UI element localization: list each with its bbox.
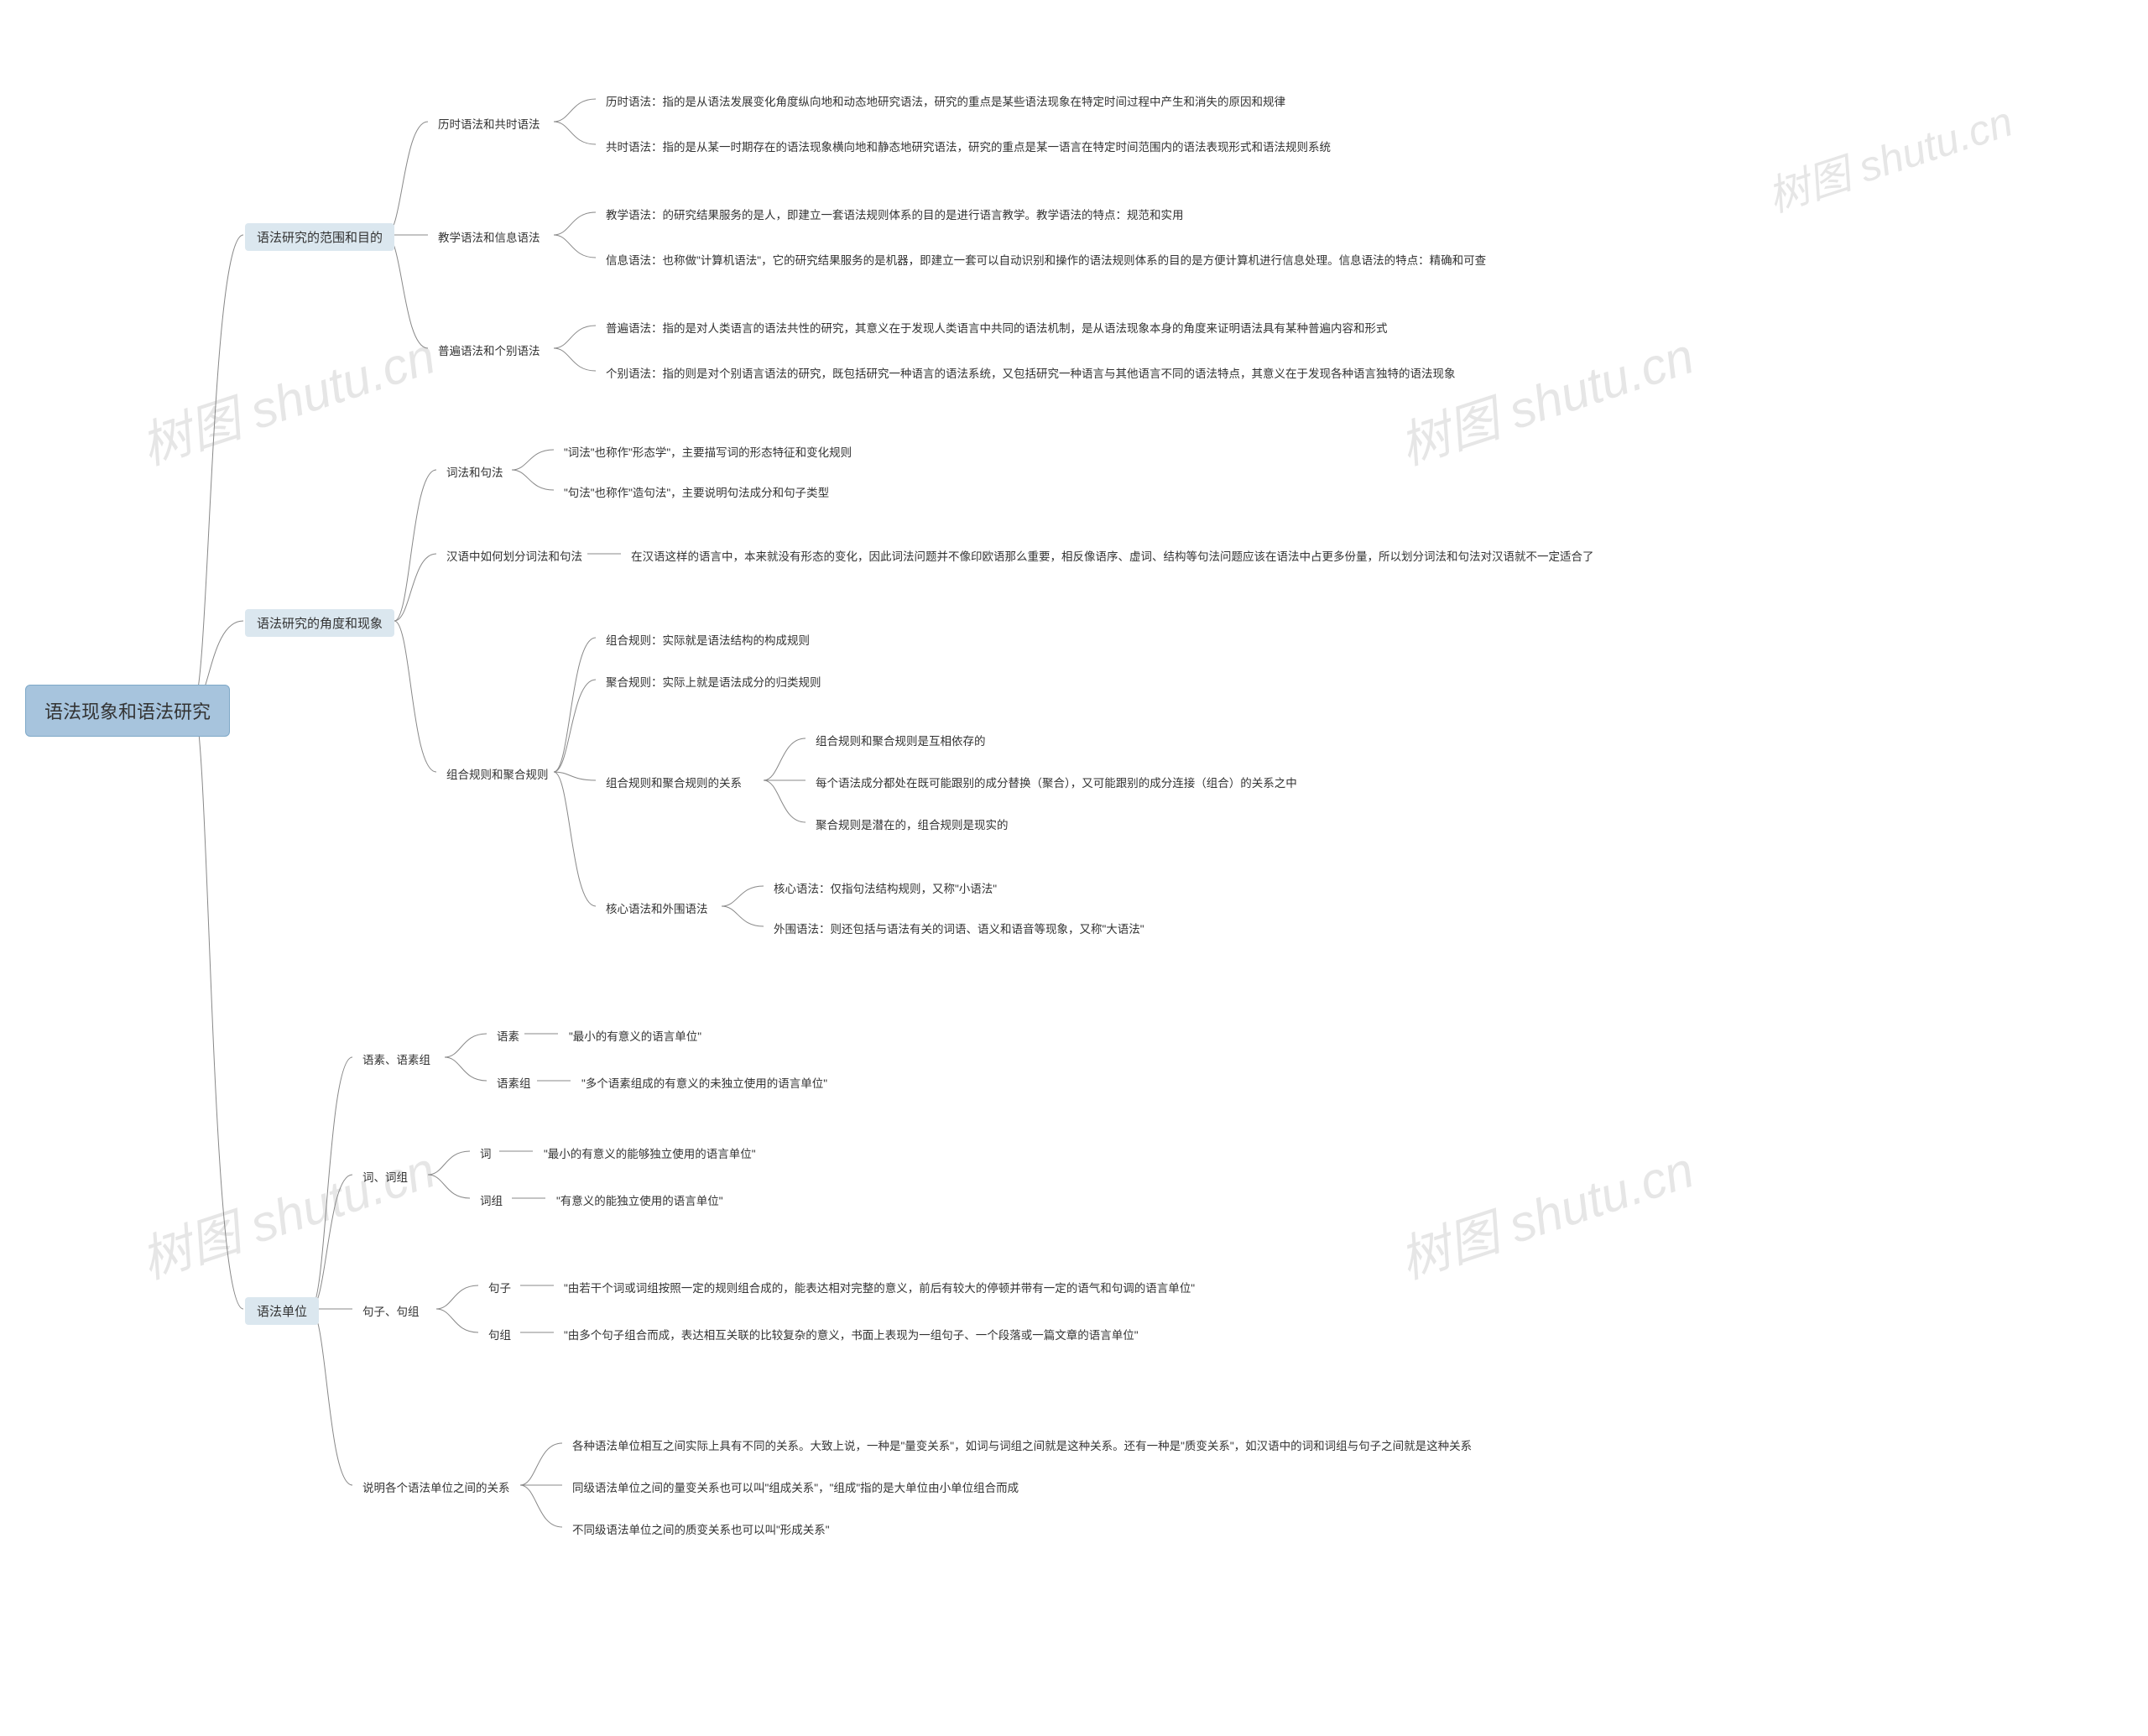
branch-units[interactable]: 语法单位 — [245, 1297, 319, 1325]
leaf-relation-0: 组合规则和聚合规则是互相依存的 — [807, 728, 994, 752]
node-universal[interactable]: 普遍语法和个别语法 — [430, 338, 549, 362]
leaf-combine-0: 组合规则：实际就是语法结构的构成规则 — [597, 628, 818, 651]
leaf-morph-0: "词法"也称作"形态学"，主要描写词的形态特征和变化规则 — [555, 440, 860, 463]
leaf-morpheme-a: "最小的有意义的语言单位" — [560, 1024, 710, 1047]
leaf-core-1: 外围语法：则还包括与语法有关的词语、语义和语音等现象，又称"大语法" — [765, 916, 1153, 940]
watermark: 树图 shutu.cn — [130, 315, 443, 479]
node-sentence[interactable]: 句子、句组 — [354, 1299, 428, 1322]
node-word[interactable]: 词、词组 — [354, 1165, 416, 1188]
leaf-teaching-0: 教学语法：的研究结果服务的是人，即建立一套语法规则体系的目的是进行语言教学。教学… — [597, 202, 1192, 226]
node-word-b[interactable]: 词组 — [472, 1188, 511, 1212]
node-sentence-a[interactable]: 句子 — [480, 1275, 519, 1299]
watermark: 树图 shutu.cn — [1759, 88, 2019, 224]
root-node[interactable]: 语法现象和语法研究 — [25, 685, 230, 737]
leaf-teaching-1: 信息语法：也称做"计算机语法"，它的研究结果服务的是机器，即建立一套可以自动识别… — [597, 248, 1494, 271]
leaf-word-a: "最小的有意义的能够独立使用的语言单位" — [535, 1141, 764, 1165]
leaf-relation-1: 每个语法成分都处在既可能跟别的成分替换（聚合），又可能跟别的成分连接（组合）的关… — [807, 770, 1306, 794]
node-morph-syntax[interactable]: 词法和句法 — [438, 460, 512, 483]
leaf-diachronic-1: 共时语法：指的是从某一时期存在的语法现象横向地和静态地研究语法，研究的重点是某一… — [597, 134, 1339, 158]
node-morpheme-b[interactable]: 语素组 — [488, 1071, 540, 1094]
node-morpheme-a[interactable]: 语素 — [488, 1024, 528, 1047]
leaf-chinese-div-0: 在汉语这样的语言中，本来就没有形态的变化，因此词法问题并不像印欧语那么重要，相反… — [623, 544, 1603, 567]
leaf-sentence-a: "由若干个词或词组按照一定的规则组合成的，能表达相对完整的意义，前后有较大的停顿… — [555, 1275, 1203, 1299]
leaf-unit-rel-1: 同级语法单位之间的量变关系也可以叫"组成关系"，"组成"指的是大单位由小单位组合… — [564, 1475, 1027, 1499]
node-word-a[interactable]: 词 — [472, 1141, 500, 1165]
node-sentence-b[interactable]: 句组 — [480, 1322, 519, 1346]
node-combine-relation[interactable]: 组合规则和聚合规则的关系 — [597, 770, 750, 794]
leaf-unit-rel-0: 各种语法单位相互之间实际上具有不同的关系。大致上说，一种是"量变关系"，如词与词… — [564, 1433, 1480, 1457]
watermark: 树图 shutu.cn — [1389, 1129, 1702, 1293]
leaf-unit-rel-2: 不同级语法单位之间的质变关系也可以叫"形成关系" — [564, 1517, 838, 1541]
node-morpheme[interactable]: 语素、语素组 — [354, 1047, 439, 1071]
watermark: 树图 shutu.cn — [1389, 315, 1702, 479]
leaf-core-0: 核心语法：仅指句法结构规则，又称"小语法" — [765, 876, 1005, 899]
leaf-relation-2: 聚合规则是潜在的，组合规则是现实的 — [807, 812, 1017, 836]
leaf-diachronic-0: 历时语法：指的是从语法发展变化角度纵向地和动态地研究语法，研究的重点是某些语法现… — [597, 89, 1294, 112]
leaf-word-b: "有意义的能独立使用的语言单位" — [548, 1188, 732, 1212]
leaf-combine-1: 聚合规则：实际上就是语法成分的归类规则 — [597, 670, 830, 693]
leaf-universal-0: 普遍语法：指的是对人类语言的语法共性的研究，其意义在于发现人类语言中共同的语法机… — [597, 315, 1396, 339]
mindmap-canvas: 树图 shutu.cn 树图 shutu.cn 树图 shutu.cn 树图 s… — [0, 0, 2148, 1736]
node-combine-cluster[interactable]: 组合规则和聚合规则 — [438, 762, 557, 785]
node-teaching[interactable]: 教学语法和信息语法 — [430, 225, 549, 248]
branch-angle[interactable]: 语法研究的角度和现象 — [245, 609, 394, 637]
node-core-periph[interactable]: 核心语法和外围语法 — [597, 896, 717, 920]
leaf-morph-1: "句法"也称作"造句法"，主要说明句法成分和句子类型 — [555, 480, 837, 503]
branch-scope[interactable]: 语法研究的范围和目的 — [245, 223, 394, 251]
watermark: 树图 shutu.cn — [130, 1129, 443, 1293]
leaf-sentence-b: "由多个句子组合而成，表达相互关联的比较复杂的意义，书面上表现为一组句子、一个段… — [555, 1322, 1147, 1346]
node-diachronic[interactable]: 历时语法和共时语法 — [430, 112, 549, 135]
leaf-universal-1: 个别语法：指的则是对个别语言语法的研究，既包括研究一种语言的语法系统，又包括研究… — [597, 361, 1464, 384]
node-chinese-div[interactable]: 汉语中如何划分词法和句法 — [438, 544, 591, 567]
node-unit-relations[interactable]: 说明各个语法单位之间的关系 — [354, 1475, 519, 1499]
leaf-morpheme-b: "多个语素组成的有意义的未独立使用的语言单位" — [573, 1071, 836, 1094]
